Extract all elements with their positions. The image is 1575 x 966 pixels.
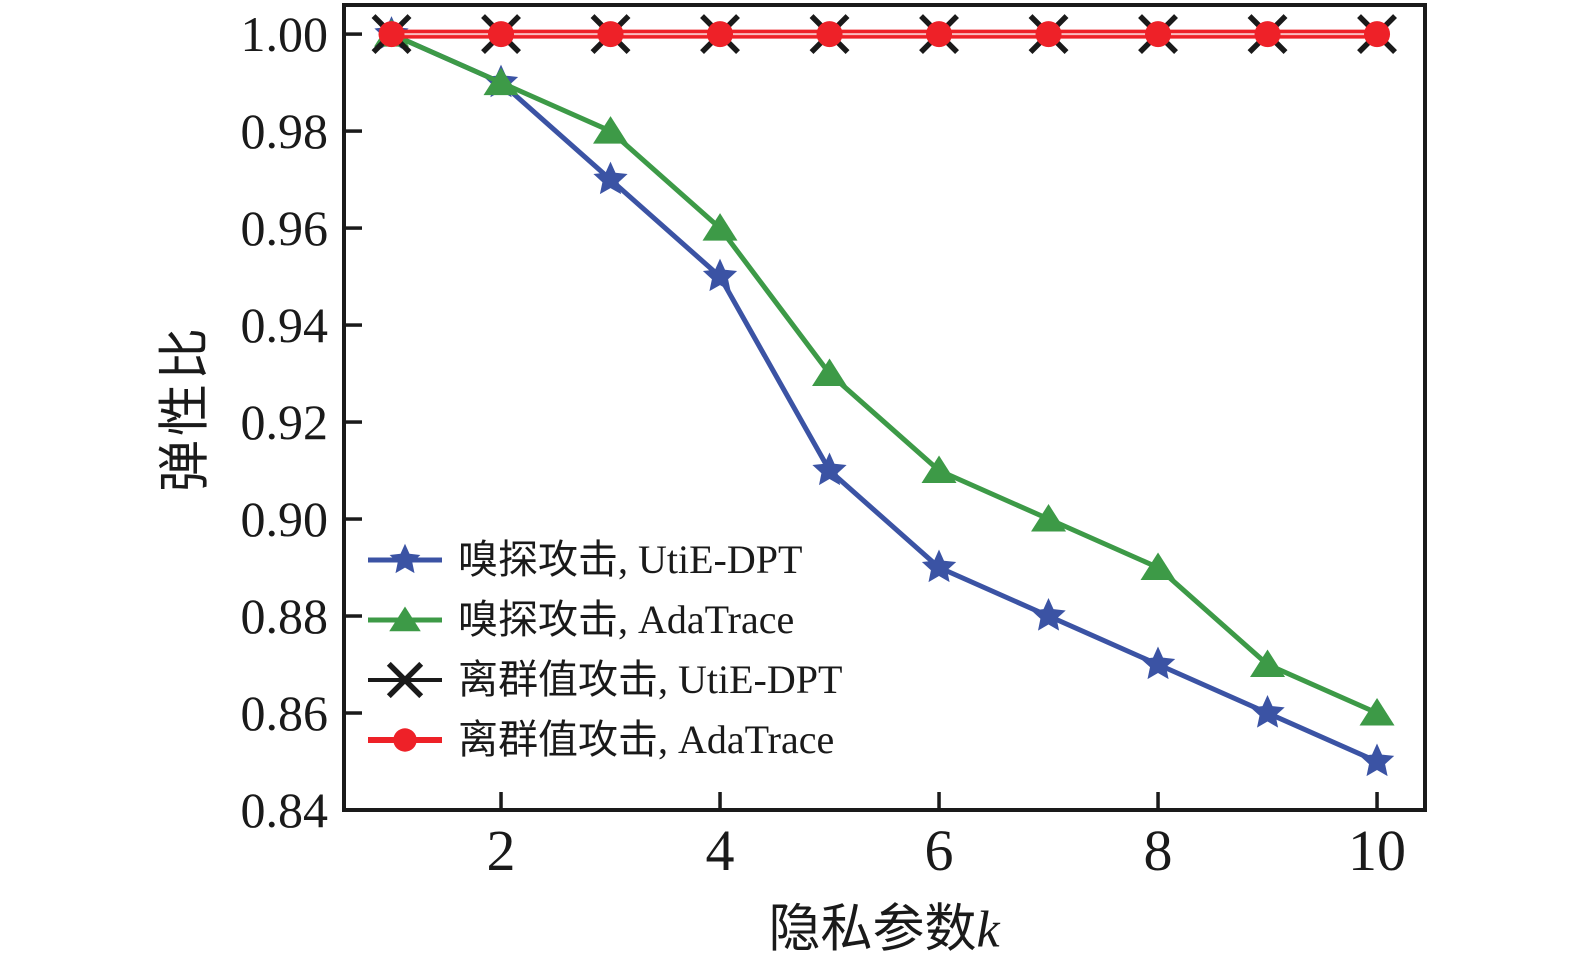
x-tick-label: 8 xyxy=(1143,818,1173,883)
y-tick-label: 0.84 xyxy=(240,782,329,838)
triangle-legend-swatch xyxy=(368,606,442,632)
star-marker-icon xyxy=(921,549,957,583)
y-tick-label: 0.90 xyxy=(240,491,329,548)
circle-legend-swatch xyxy=(368,728,442,752)
circle-marker-icon xyxy=(1035,21,1062,48)
x-tick-label: 6 xyxy=(924,818,954,883)
triangle-marker-icon xyxy=(921,455,957,484)
star-marker-icon xyxy=(702,258,738,292)
y-tick-label: 0.88 xyxy=(240,588,329,645)
circle-marker-icon xyxy=(378,21,405,48)
legend-label: 嗅探攻击, UtiE-DPT xyxy=(458,537,803,582)
plot-frame xyxy=(342,3,1427,812)
legend: 嗅探攻击, UtiE-DPT 嗅探攻击, AdaTrace 离群值攻击, UtiE-… xyxy=(366,530,842,770)
y-tick-label: 1.00 xyxy=(240,6,329,63)
y-tick-label: 0.96 xyxy=(240,200,329,257)
legend-item: 离群值攻击, AdaTrace xyxy=(366,710,842,770)
y-tick-label: 0.92 xyxy=(240,394,329,451)
x-tick-label: 2 xyxy=(486,818,516,883)
series-line-sniff-utie-dpt xyxy=(390,31,1379,764)
series-line-sniff-adatrace xyxy=(390,31,1379,716)
star-marker-icon xyxy=(593,161,628,195)
star-legend-swatch xyxy=(368,543,442,574)
triangle-marker-icon xyxy=(812,358,848,387)
x-axis-title-variable: k xyxy=(976,901,1000,959)
triangle-marker-icon xyxy=(1031,504,1067,532)
legend-label: 离群值攻击, AdaTrace xyxy=(458,717,835,762)
legend-label: 离群值攻击, UtiE-DPT xyxy=(458,657,843,702)
star-marker-icon xyxy=(1140,646,1176,680)
y-tick-label: 0.94 xyxy=(240,297,329,354)
circle-marker-icon xyxy=(1254,21,1281,48)
x-marker-icon-legend xyxy=(386,661,424,699)
triangle-marker-icon xyxy=(1140,552,1176,581)
triangle-marker-icon xyxy=(702,213,738,241)
star-marker-icon xyxy=(1250,695,1285,728)
circle-marker-icon xyxy=(597,21,624,48)
legend-item: 离群值攻击, UtiE-DPT xyxy=(366,650,842,710)
triangle-marker-icon-legend xyxy=(389,606,421,632)
y-tick-label: 0.86 xyxy=(240,685,329,741)
star-marker-icon xyxy=(1359,743,1395,777)
x-axis-title: 隐私参数k xyxy=(768,887,999,962)
circle-marker-icon xyxy=(816,21,843,48)
star-marker-icon-legend xyxy=(389,543,421,574)
star-marker-icon xyxy=(812,452,847,486)
y-axis-title: 弹性比 xyxy=(157,323,215,493)
x-axis-title-text: 隐私参数 xyxy=(768,901,977,959)
star-marker-icon xyxy=(1031,598,1066,631)
y-tick-label: 0.98 xyxy=(240,103,329,160)
triangle-marker-icon xyxy=(1359,698,1395,726)
legend-item: 嗅探攻击, UtiE-DPT xyxy=(366,530,842,590)
circle-marker-icon xyxy=(1145,21,1172,48)
x-tick-label: 10 xyxy=(1348,818,1407,883)
triangle-marker-icon xyxy=(593,116,629,144)
x-tick-label: 4 xyxy=(705,818,735,883)
circle-marker-icon xyxy=(707,21,734,48)
triangle-marker-icon xyxy=(1250,649,1286,678)
circle-marker-icon-legend xyxy=(393,728,417,752)
circle-marker-icon xyxy=(1364,21,1391,48)
legend-label: 嗅探攻击, AdaTrace xyxy=(458,597,795,642)
circle-marker-icon xyxy=(926,21,953,48)
circle-marker-icon xyxy=(488,21,515,48)
x-legend-swatch xyxy=(368,661,442,699)
triangle-marker-icon xyxy=(483,67,519,96)
legend-item: 嗅探攻击, AdaTrace xyxy=(366,590,842,650)
